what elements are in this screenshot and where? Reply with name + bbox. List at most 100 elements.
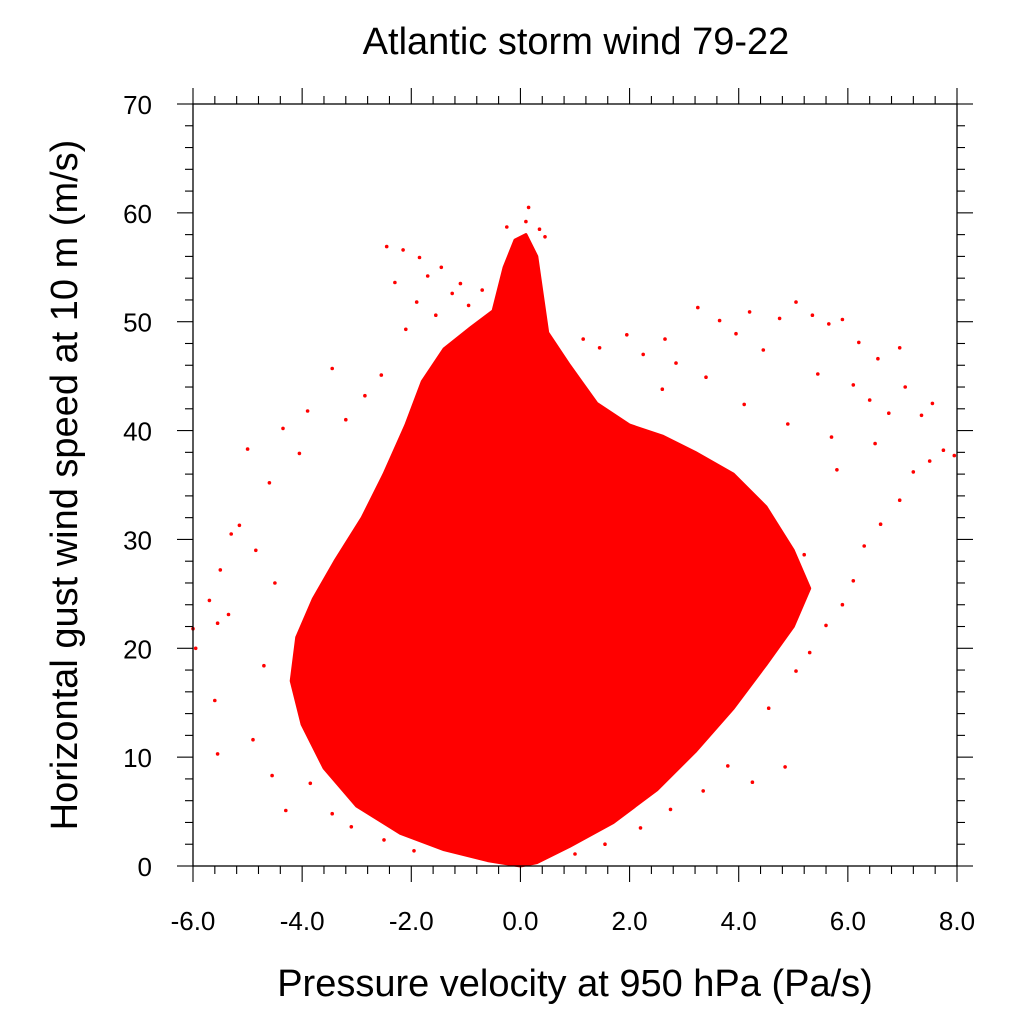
data-point: [717, 318, 722, 323]
x-tick-label: 8.0: [939, 906, 975, 936]
y-tick-label: 20: [123, 634, 152, 664]
data-point: [229, 532, 233, 536]
data-point: [625, 333, 629, 337]
data-point: [297, 451, 302, 456]
data-point: [734, 331, 738, 336]
data-point: [840, 317, 845, 322]
data-point: [262, 663, 266, 668]
x-axis-label: Pressure velocity at 950 hPa (Pa/s): [277, 963, 873, 1005]
dense-point-cloud: [289, 233, 812, 868]
data-point: [603, 842, 607, 846]
axis-ticks: [177, 88, 973, 882]
data-point: [349, 825, 354, 829]
data-point: [704, 375, 708, 380]
x-tick-label: 2.0: [611, 906, 647, 936]
data-point: [897, 498, 902, 503]
y-tick-labels: 0 10 20 30 40 50 60 70: [123, 90, 152, 882]
data-point: [750, 780, 755, 784]
data-point: [273, 581, 277, 585]
y-tick-label: 10: [123, 743, 152, 773]
data-point: [878, 522, 883, 526]
data-point: [857, 340, 861, 345]
data-point: [281, 426, 285, 431]
data-point: [414, 300, 419, 304]
scatter-cloud: [289, 233, 812, 868]
data-point: [458, 281, 463, 286]
data-point: [305, 409, 310, 413]
data-point: [308, 781, 313, 786]
data-point: [668, 807, 673, 812]
data-point: [382, 838, 386, 842]
data-point: [827, 322, 831, 326]
data-point: [401, 248, 405, 252]
data-point: [816, 372, 820, 376]
data-point: [537, 227, 542, 231]
data-point: [696, 305, 700, 310]
data-point: [802, 552, 806, 557]
data-point: [417, 255, 422, 260]
scatter-points: [191, 205, 957, 856]
data-point: [237, 523, 242, 528]
data-point: [267, 481, 272, 485]
y-axis-label: Horizontal gust wind speed at 10 m (m/s): [44, 140, 86, 831]
data-point: [660, 387, 665, 392]
data-point: [761, 348, 766, 352]
data-point: [480, 288, 485, 292]
data-point: [434, 313, 438, 318]
data-point: [218, 568, 223, 572]
data-point: [794, 300, 798, 304]
data-point: [215, 752, 220, 756]
data-point: [254, 548, 258, 553]
data-point: [505, 225, 509, 229]
data-point: [379, 373, 384, 377]
data-point: [835, 468, 839, 472]
data-point: [330, 811, 335, 816]
y-tick-label: 70: [123, 90, 152, 120]
data-point: [876, 356, 880, 361]
data-point: [439, 265, 444, 270]
data-point: [526, 205, 531, 210]
data-point: [919, 413, 924, 418]
x-tick-labels: -6.0 -4.0 -2.0 0.0 2.0 4.0 6.0 8.0: [171, 906, 975, 936]
data-point: [363, 393, 367, 398]
x-tick-label: -2.0: [389, 906, 434, 936]
data-point: [393, 280, 397, 285]
data-point: [911, 470, 916, 474]
data-point: [903, 385, 907, 389]
data-point: [726, 764, 730, 768]
x-tick-label: 0.0: [502, 906, 538, 936]
data-point: [952, 453, 957, 458]
data-point: [597, 346, 602, 350]
data-point: [573, 852, 577, 856]
data-point: [245, 447, 250, 451]
data-point: [786, 422, 790, 426]
data-point: [207, 598, 212, 603]
data-point: [638, 826, 643, 830]
data-point: [887, 411, 891, 416]
data-point: [543, 235, 547, 239]
data-point: [270, 773, 274, 778]
data-point: [829, 435, 834, 439]
data-point: [344, 417, 348, 422]
x-tick-label: -6.0: [171, 906, 216, 936]
data-point: [862, 544, 866, 548]
data-point: [193, 646, 198, 651]
y-tick-label: 40: [123, 417, 152, 447]
data-point: [412, 849, 416, 853]
data-point: [213, 698, 217, 703]
data-point: [466, 303, 471, 308]
data-point: [810, 313, 815, 318]
data-point: [742, 402, 746, 407]
data-point: [251, 737, 255, 742]
data-point: [425, 274, 430, 278]
data-point: [783, 765, 787, 769]
data-point: [284, 808, 288, 813]
data-point: [840, 602, 845, 607]
data-point: [930, 401, 935, 406]
data-point: [897, 346, 902, 350]
chart-title: Atlantic storm wind 79-22: [363, 21, 790, 63]
data-point: [873, 441, 877, 446]
y-tick-label: 0: [138, 852, 152, 882]
data-point: [330, 366, 335, 371]
